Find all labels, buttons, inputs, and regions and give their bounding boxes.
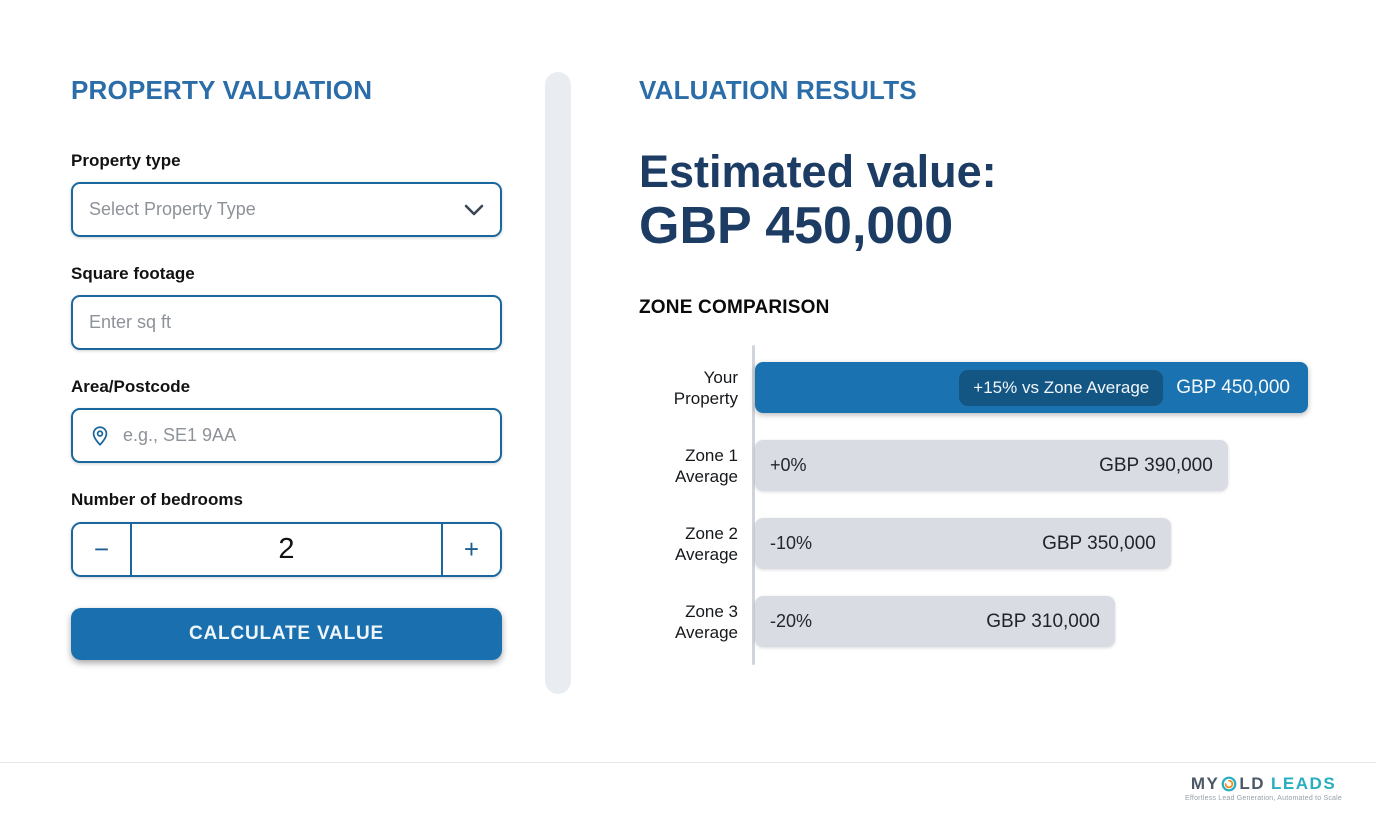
- bar-delta-label: +0%: [770, 455, 807, 476]
- bar-value-label: GBP 310,000: [986, 610, 1100, 632]
- bar-value-label: GBP 390,000: [1099, 454, 1213, 476]
- chevron-down-icon: [464, 204, 484, 215]
- chart-row-zone-1: Zone 1 Average +0% GBP 390,000: [639, 440, 1308, 492]
- estimated-value-caption: Estimated value:: [639, 146, 997, 197]
- bedrooms-value-input[interactable]: [132, 533, 441, 566]
- logo-text-my: MY: [1190, 774, 1220, 793]
- logo-wordmark: MY LD LEADS: [1185, 774, 1342, 793]
- bar-track: -20% GBP 310,000: [755, 596, 1308, 648]
- estimated-value-block: Estimated value: GBP 450,000: [639, 145, 1349, 255]
- location-pin-icon: [92, 425, 108, 446]
- estimated-value-amount: GBP 450,000: [639, 197, 954, 256]
- zone-comparison-chart: Your Property +15% vs Zone Average GBP 4…: [639, 345, 1314, 666]
- bedrooms-value-wrap: [130, 524, 443, 575]
- bedrooms-label: Number of bedrooms: [71, 490, 243, 509]
- property-type-placeholder: Select Property Type: [89, 199, 256, 219]
- logo-tagline: Effortless Lead Generation, Automated to…: [1185, 795, 1342, 802]
- area-postcode-input[interactable]: [123, 425, 484, 446]
- bar-track: +0% GBP 390,000: [755, 440, 1308, 492]
- valuation-results-panel: VALUATION RESULTS Estimated value: GBP 4…: [639, 75, 1349, 666]
- zone-2-bar: -10% GBP 350,000: [755, 518, 1171, 570]
- chart-row-label: Your Property: [639, 367, 738, 409]
- area-postcode-field-wrap: [71, 408, 502, 463]
- chart-row-zone-2: Zone 2 Average -10% GBP 350,000: [639, 518, 1308, 570]
- delta-badge: +15% vs Zone Average: [959, 369, 1164, 406]
- logo-o-ring-icon: [1221, 776, 1237, 791]
- square-footage-label: Square footage: [71, 264, 195, 283]
- chart-row-label: Zone 2 Average: [639, 523, 738, 565]
- bedrooms-decrement-button[interactable]: −: [73, 524, 130, 575]
- chart-axis-line: [752, 345, 755, 666]
- area-postcode-label: Area/Postcode: [71, 377, 191, 396]
- bar-delta-label: -20%: [770, 611, 813, 632]
- square-footage-field-wrap: [71, 295, 502, 350]
- bar-value-label: GBP 350,000: [1042, 532, 1156, 554]
- zone-3-bar: -20% GBP 310,000: [755, 596, 1115, 648]
- property-type-select[interactable]: Select Property Type: [71, 182, 502, 237]
- chart-row-label-line1: Zone 3: [685, 601, 738, 621]
- chart-row-zone-3: Zone 3 Average -20% GBP 310,000: [639, 596, 1308, 648]
- bar-track: -10% GBP 350,000: [755, 518, 1308, 570]
- logo-text-ld: LD: [1239, 774, 1266, 793]
- chart-row-label-line2: Average: [674, 544, 738, 564]
- property-valuation-form-panel: PROPERTY VALUATION Property type Select …: [71, 75, 502, 660]
- chart-row-label-line1: Zone 1: [685, 445, 738, 465]
- bar-value-label: GBP 450,000: [1176, 376, 1290, 398]
- chart-row-label: Zone 1 Average: [639, 445, 738, 487]
- logo-text-leads: LEADS: [1271, 774, 1337, 793]
- zone-1-bar: +0% GBP 390,000: [755, 440, 1228, 492]
- bar-delta-label: -10%: [770, 533, 813, 554]
- bedrooms-stepper: − +: [71, 522, 502, 577]
- calculate-value-button[interactable]: CALCULATE VALUE: [71, 608, 502, 660]
- chart-row-label: Zone 3 Average: [639, 601, 738, 643]
- chart-row-label-line2: Average: [674, 622, 738, 642]
- your-property-bar: +15% vs Zone Average GBP 450,000: [755, 362, 1308, 414]
- footer-divider: [0, 762, 1376, 763]
- bar-track: +15% vs Zone Average GBP 450,000: [755, 362, 1308, 414]
- right-panel-title: VALUATION RESULTS: [639, 75, 917, 105]
- bedrooms-increment-button[interactable]: +: [443, 524, 500, 575]
- square-footage-input[interactable]: [89, 312, 484, 333]
- chart-row-label-line1: Your Property: [673, 367, 738, 408]
- my-cold-leads-logo: MY LD LEADS Effortless Lead Generation, …: [1185, 774, 1342, 802]
- panel-divider: [545, 72, 571, 694]
- chart-row-label-line2: Average: [674, 466, 738, 486]
- chart-row-label-line1: Zone 2: [685, 523, 738, 543]
- chart-row-your-property: Your Property +15% vs Zone Average GBP 4…: [639, 362, 1308, 414]
- property-type-label: Property type: [71, 151, 181, 170]
- zone-comparison-heading: ZONE COMPARISON: [639, 297, 830, 319]
- left-panel-title: PROPERTY VALUATION: [71, 75, 373, 105]
